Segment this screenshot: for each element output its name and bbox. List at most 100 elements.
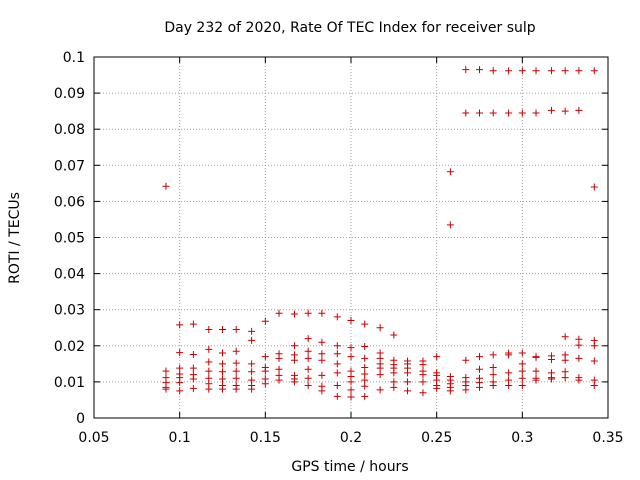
x-axis-label: GPS time / hours: [291, 459, 408, 475]
data-point: [290, 310, 298, 318]
data-point: [361, 320, 369, 328]
data-point: [462, 356, 470, 364]
data-point: [189, 364, 197, 372]
x-tick-label: 0.05: [78, 430, 109, 446]
data-point: [590, 342, 598, 350]
y-tick-label: 0: [76, 411, 85, 427]
data-point: [248, 336, 256, 344]
data-point: [304, 365, 312, 373]
data-point: [176, 387, 184, 395]
data-point: [462, 66, 470, 74]
data-point: [347, 353, 355, 361]
plot-border: [93, 56, 609, 419]
data-point: [547, 67, 555, 75]
y-tick-label: 0.07: [54, 158, 85, 174]
data-point: [561, 107, 569, 115]
data-point: [419, 389, 427, 397]
data-point: [361, 354, 369, 362]
y-tick-label: 0.03: [54, 303, 85, 319]
data-point: [489, 363, 497, 371]
data-point: [476, 365, 483, 373]
data-point: [462, 109, 470, 117]
data-point: [162, 385, 170, 393]
data-point: [189, 320, 197, 328]
tick-labels: 0 0.01 0.02 0.03 0.04 0.05 0.06 0.07 0.08 0.09 0.1…: [54, 50, 624, 446]
data-point: [347, 386, 355, 394]
data-point: [219, 360, 226, 368]
data-point: [561, 333, 569, 341]
y-tick-label: 0.09: [54, 86, 85, 102]
data-point: [376, 364, 384, 372]
data-point: [390, 383, 398, 391]
y-tick-label: 0.05: [54, 231, 85, 247]
data-point: [361, 370, 369, 378]
data-point: [261, 317, 269, 325]
data-point: [189, 350, 197, 358]
data-point: [575, 376, 583, 384]
data-point: [176, 379, 184, 387]
y-tick-label: 0.01: [54, 375, 85, 391]
data-point: [446, 387, 454, 395]
data-point: [505, 67, 513, 75]
data-point: [590, 382, 598, 390]
data-point: [290, 356, 298, 364]
data-point: [205, 385, 213, 393]
data-point: [333, 360, 341, 368]
data-point: [561, 67, 569, 75]
data-point: [304, 382, 312, 390]
x-tick-label: 0.25: [421, 430, 452, 446]
chart-title: Day 232 of 2020, Rate Of TEC Index for r…: [164, 20, 535, 36]
data-point: [333, 313, 341, 321]
data-point: [290, 342, 298, 350]
data-point: [361, 382, 369, 390]
data-point: [275, 365, 283, 373]
data-point: [561, 374, 569, 382]
data-point: [232, 359, 240, 367]
data-point: [476, 109, 483, 117]
data-point: [433, 384, 441, 392]
data-point: [318, 309, 326, 317]
data-point: [304, 374, 312, 382]
data-point: [248, 368, 256, 376]
data-point: [361, 392, 369, 400]
x-tick-label: 0.1: [169, 430, 191, 446]
data-point: [547, 375, 555, 383]
data-point: [275, 354, 283, 362]
data-point: [261, 367, 269, 375]
data-point: [361, 376, 369, 384]
data-point: [333, 350, 341, 358]
data-point: [304, 354, 312, 362]
data-point: [446, 168, 454, 176]
data-point: [518, 367, 526, 375]
data-point: [489, 371, 497, 379]
y-tick-label: 0.1: [63, 50, 85, 66]
data-point: [561, 356, 569, 364]
data-point: [575, 354, 583, 362]
data-point: [489, 67, 497, 75]
data-point: [532, 109, 540, 117]
data-points: [162, 66, 598, 401]
data-point: [333, 369, 341, 377]
data-point: [547, 356, 555, 364]
data-point: [219, 326, 226, 334]
data-point: [205, 358, 213, 366]
data-point: [376, 371, 384, 379]
data-point: [361, 363, 369, 371]
y-tick-label: 0.02: [54, 339, 85, 355]
data-point: [219, 349, 226, 357]
data-point: [518, 67, 526, 75]
data-point: [518, 360, 526, 368]
data-point: [575, 106, 583, 114]
data-point: [462, 386, 470, 394]
data-point: [333, 342, 341, 350]
data-point: [404, 387, 412, 395]
data-point: [347, 344, 355, 352]
data-point: [489, 351, 497, 359]
data-point: [261, 380, 269, 388]
data-point: [590, 357, 598, 365]
data-point: [275, 376, 283, 384]
data-point: [232, 374, 240, 382]
data-point: [176, 321, 184, 329]
